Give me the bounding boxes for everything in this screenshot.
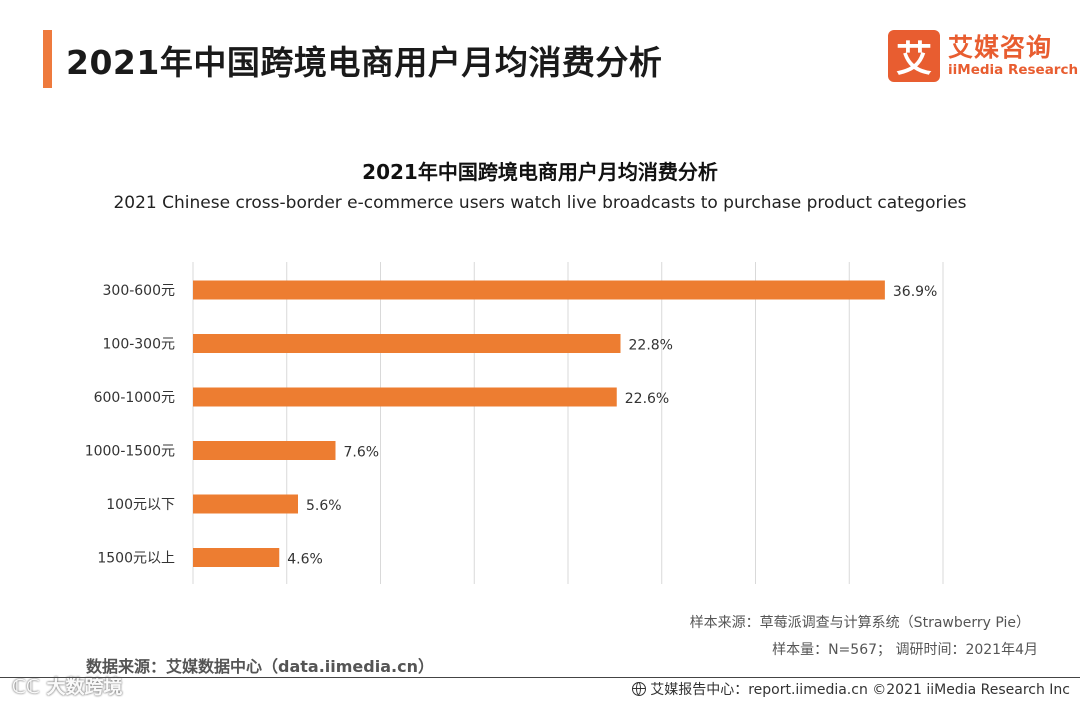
data-source: 数据来源：艾媒数据中心（data.iimedia.cn） — [86, 657, 434, 676]
brand-logo: 艾 艾媒咨询 iiMedia Research — [888, 30, 1078, 82]
report-center: 艾媒报告中心：report.iimedia.cn ©2021 iiMedia R… — [632, 679, 1070, 699]
footer-divider — [0, 677, 1080, 678]
logo-mark: 艾 — [888, 30, 940, 82]
bar — [193, 280, 885, 300]
chart-title: 2021年中国跨境电商用户月均消费分析 — [362, 160, 718, 184]
chart-subtitle: 2021 Chinese cross-border e-commerce use… — [113, 193, 967, 213]
value-label: 4.6% — [287, 552, 323, 568]
value-label: 5.6% — [306, 498, 342, 514]
bar — [193, 494, 298, 514]
value-label: 7.6% — [344, 445, 380, 461]
value-label: 22.6% — [625, 391, 669, 407]
page-title: 2021年中国跨境电商用户月均消费分析 — [66, 43, 663, 82]
sample-size-note: 样本量：N=567； 调研时间：2021年4月 — [772, 642, 1038, 658]
title-accent-bar — [43, 30, 52, 88]
bar — [193, 548, 280, 567]
bar — [193, 387, 617, 407]
value-label: 36.9% — [893, 284, 937, 300]
category-label: 100-300元 — [103, 337, 176, 353]
bar — [193, 441, 336, 460]
category-label: 1000-1500元 — [85, 444, 175, 460]
category-label: 100元以下 — [106, 497, 175, 513]
report-center-text: 艾媒报告中心：report.iimedia.cn ©2021 iiMedia R… — [650, 682, 1070, 698]
category-label: 300-600元 — [103, 283, 176, 299]
sample-source: 样本来源：草莓派调查与计算系统（Strawberry Pie） — [689, 615, 1030, 631]
value-label: 22.8% — [629, 338, 673, 354]
category-label: 1500元以上 — [97, 551, 175, 567]
globe-icon — [632, 682, 647, 696]
logo-name-en: iiMedia Research — [948, 62, 1079, 78]
logo-name-cn: 艾媒咨询 — [948, 33, 1053, 62]
bar — [193, 334, 621, 353]
category-label: 600-1000元 — [94, 390, 175, 406]
watermark: ℂℂ 大数跨境 — [12, 676, 123, 698]
